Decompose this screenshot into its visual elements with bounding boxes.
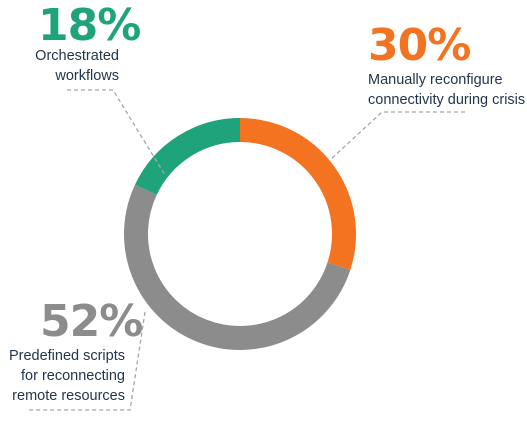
leader-line-orchestrated xyxy=(67,89,166,176)
leader-line-scripts xyxy=(28,311,146,411)
category-label-manual: Manually reconfigure connectivity during… xyxy=(368,70,525,110)
category-label-line: Manually reconfigure xyxy=(368,72,503,88)
donut-slice-scripts xyxy=(124,184,351,350)
category-label-line: workflows xyxy=(55,68,119,84)
category-label-line: remote resources xyxy=(12,388,125,404)
donut-slice-manual xyxy=(239,118,356,270)
percent-label-scripts: 52% xyxy=(40,296,143,347)
category-label-scripts: Predefined scripts for reconnecting remo… xyxy=(9,346,125,406)
percent-label-orchestrated: 18% xyxy=(38,0,141,51)
category-label-line: Orchestrated xyxy=(35,48,119,64)
percent-label-manual: 30% xyxy=(368,20,471,71)
category-label-line: connectivity during crisis xyxy=(368,92,526,108)
donut-slice-orchestrated xyxy=(135,118,241,196)
leader-line-manual xyxy=(329,111,465,161)
category-label-line: for reconnecting xyxy=(21,368,125,384)
category-label-orchestrated: Orchestrated workflows xyxy=(35,46,119,86)
category-label-line: Predefined scripts xyxy=(8,348,125,364)
